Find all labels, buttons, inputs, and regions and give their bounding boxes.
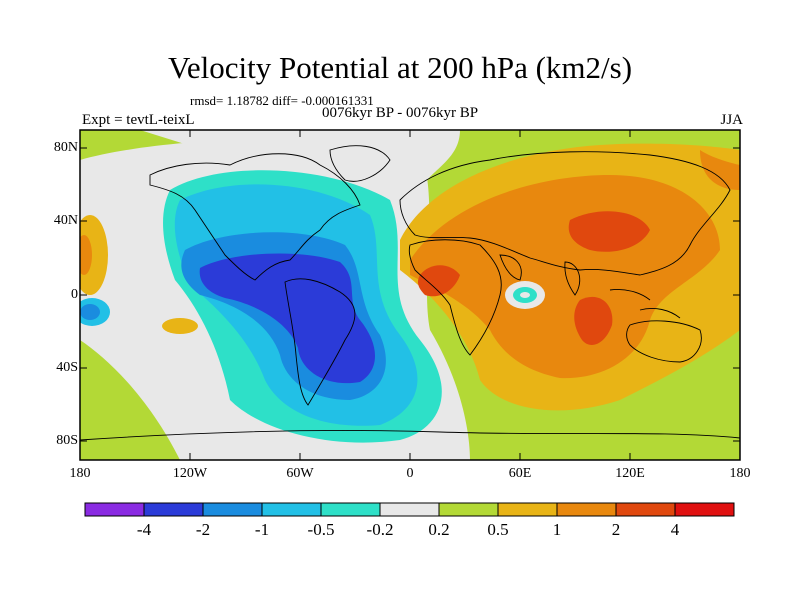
colorbar-swatch [556, 502, 617, 517]
y-tick-label: 80N [53, 140, 78, 155]
colorbar-label: -0.5 [307, 520, 335, 539]
colorbar-swatch [202, 502, 263, 517]
y-tick-label: 0 [71, 287, 78, 302]
x-tick-label: 180 [69, 466, 91, 481]
y-tick-label: 80S [56, 433, 78, 448]
coastlines [80, 145, 740, 441]
season-label: JJA [720, 112, 743, 128]
colorbar-label: -2 [195, 520, 211, 539]
x-tick-label: 120W [172, 466, 208, 481]
colorbar-swatch [261, 502, 322, 517]
contour-fill [80, 130, 740, 460]
x-tick-label: 180 [729, 466, 751, 481]
y-tick-label: 40N [53, 213, 78, 228]
stats-text: rmsd= 1.18782 diff= -0.000161331 [190, 93, 374, 108]
colorbar-label: 1 [552, 520, 562, 539]
colorbar-label: 2 [611, 520, 621, 539]
colorbar-swatch [84, 502, 145, 517]
colorbar-label: -4 [136, 520, 152, 539]
colorbar-swatch [615, 502, 676, 517]
axis-ticks [80, 130, 740, 460]
x-tick-label: 60E [508, 466, 532, 481]
x-tick-label: 0 [406, 466, 414, 481]
colorbar-label: 0.5 [487, 520, 509, 539]
colorbar-swatch [320, 502, 381, 517]
colorbar-label: 0.2 [428, 520, 450, 539]
plot-title: Velocity Potential at 200 hPa (km2/s) [167, 50, 633, 85]
colorbar-label: -0.2 [366, 520, 394, 539]
colorbar-swatch [497, 502, 558, 517]
experiment-label: Expt = tevtL-teixL [82, 112, 195, 128]
colorbar-swatch [438, 502, 499, 517]
x-tick-label: 120E [615, 466, 645, 481]
period-label: 0076kyr BP - 0076kyr BP [322, 105, 479, 121]
colorbar-swatch [143, 502, 204, 517]
colorbar-swatch [379, 502, 440, 517]
colorbar-label: 4 [670, 520, 680, 539]
colorbar-swatch [674, 502, 735, 517]
x-tick-label: 60W [286, 466, 314, 481]
y-tick-label: 40S [56, 360, 78, 375]
colorbar-label: -1 [254, 520, 270, 539]
